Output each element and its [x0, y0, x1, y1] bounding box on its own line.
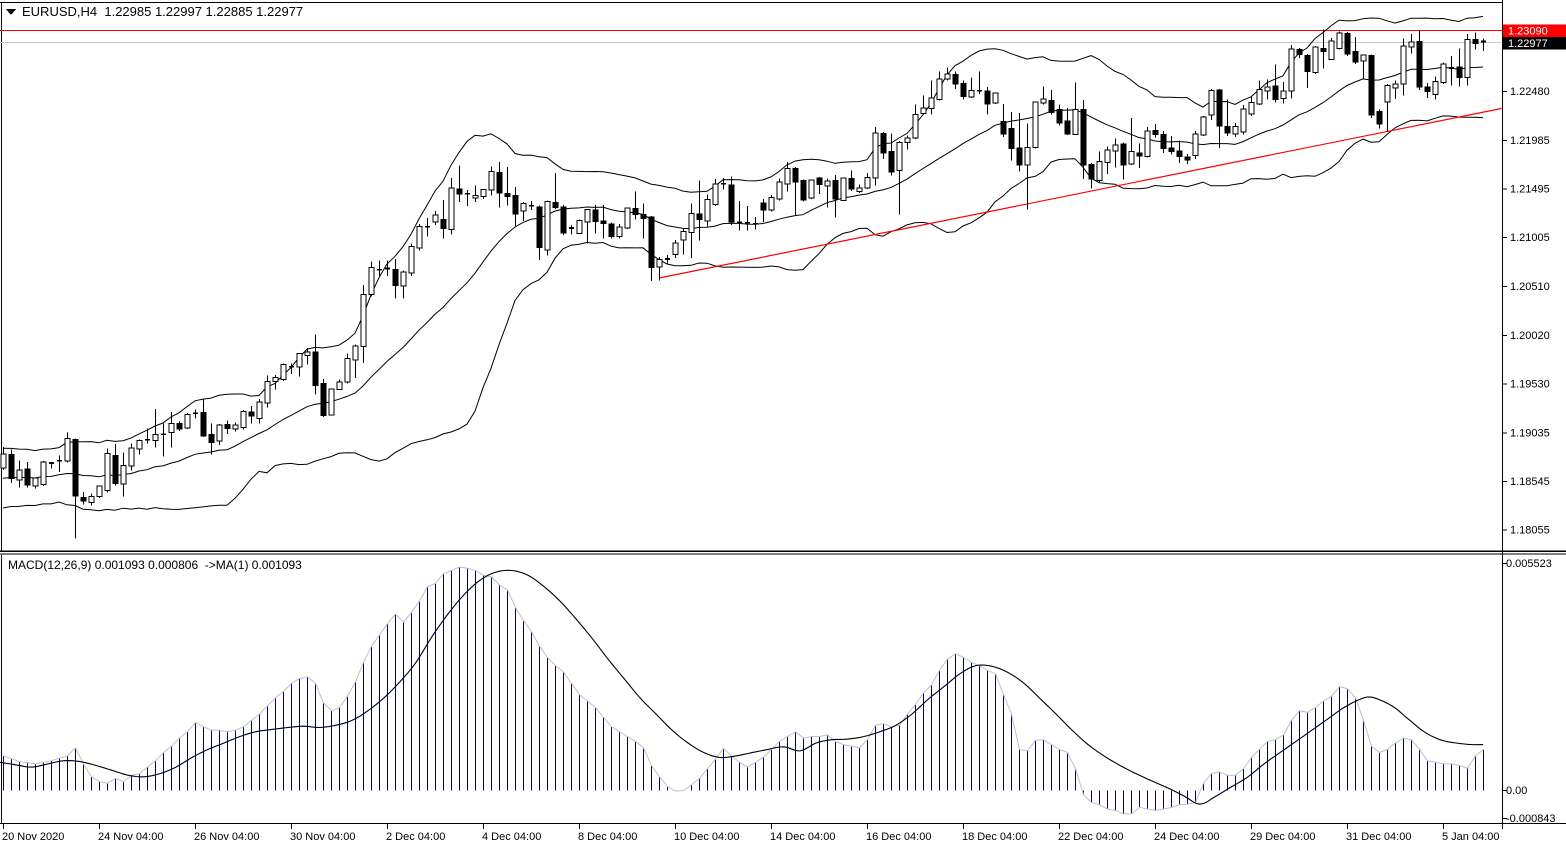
svg-text:0.005523: 0.005523 — [1506, 558, 1552, 570]
svg-text:20 Nov 2020: 20 Nov 2020 — [2, 831, 64, 843]
svg-text:18 Dec 04:00: 18 Dec 04:00 — [962, 831, 1027, 843]
svg-text:1.22480: 1.22480 — [1510, 86, 1550, 98]
svg-text:29 Dec 04:00: 29 Dec 04:00 — [1250, 831, 1315, 843]
svg-text:-0.000843: -0.000843 — [1506, 813, 1556, 825]
svg-text:1.19035: 1.19035 — [1510, 427, 1550, 439]
svg-text:16 Dec 04:00: 16 Dec 04:00 — [866, 831, 931, 843]
svg-text:0.00: 0.00 — [1506, 785, 1527, 797]
svg-text:1.23090: 1.23090 — [1508, 26, 1548, 38]
svg-text:5 Jan 04:00: 5 Jan 04:00 — [1442, 831, 1500, 843]
svg-text:10 Dec 04:00: 10 Dec 04:00 — [674, 831, 739, 843]
svg-text:26 Nov 04:00: 26 Nov 04:00 — [194, 831, 259, 843]
svg-text:30 Nov 04:00: 30 Nov 04:00 — [290, 831, 355, 843]
svg-text:22 Dec 04:00: 22 Dec 04:00 — [1058, 831, 1123, 843]
svg-text:1.18545: 1.18545 — [1510, 476, 1550, 488]
svg-text:8 Dec 04:00: 8 Dec 04:00 — [578, 831, 637, 843]
svg-text:14 Dec 04:00: 14 Dec 04:00 — [770, 831, 835, 843]
svg-text:1.18055: 1.18055 — [1510, 525, 1550, 537]
svg-text:2 Dec 04:00: 2 Dec 04:00 — [386, 831, 445, 843]
svg-text:24 Dec 04:00: 24 Dec 04:00 — [1154, 831, 1219, 843]
svg-text:1.21005: 1.21005 — [1510, 232, 1550, 244]
svg-text:MACD(12,26,9) 0.001093 0.00080: MACD(12,26,9) 0.001093 0.000806 ->MA(1) … — [8, 558, 302, 572]
svg-text:24 Nov 04:00: 24 Nov 04:00 — [98, 831, 163, 843]
svg-text:1.20020: 1.20020 — [1510, 330, 1550, 342]
svg-text:1.21495: 1.21495 — [1510, 184, 1550, 196]
svg-text:1.21985: 1.21985 — [1510, 135, 1550, 147]
svg-text:EURUSD,H4 1.22985 1.22997 1.2: EURUSD,H4 1.22985 1.22997 1.22885 1.2297… — [22, 4, 303, 19]
svg-text:31 Dec 04:00: 31 Dec 04:00 — [1346, 831, 1411, 843]
svg-text:1.22977: 1.22977 — [1508, 38, 1548, 50]
svg-text:1.19530: 1.19530 — [1510, 378, 1550, 390]
svg-text:4 Dec 04:00: 4 Dec 04:00 — [482, 831, 541, 843]
svg-text:1.20510: 1.20510 — [1510, 281, 1550, 293]
